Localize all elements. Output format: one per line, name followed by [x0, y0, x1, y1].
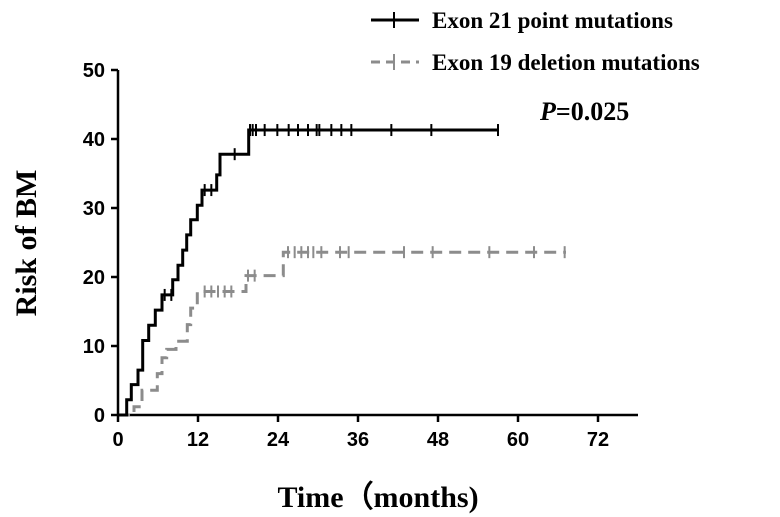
- p-value-annotation: P=0.025: [539, 97, 629, 126]
- x-tick-label: 0: [112, 429, 123, 451]
- x-tick-label: 36: [347, 429, 369, 451]
- km-step-line: [118, 128, 498, 417]
- km-step-line: [118, 250, 566, 417]
- series-1: [118, 246, 566, 417]
- series-0: [118, 124, 499, 417]
- y-tick-label: 10: [83, 336, 105, 358]
- x-tick-label: 60: [507, 429, 529, 451]
- x-tick-label: 48: [427, 429, 449, 451]
- y-tick-label: 0: [94, 405, 105, 427]
- y-tick-label: 30: [83, 198, 105, 220]
- series-layer: [118, 124, 566, 417]
- axes: [116, 70, 638, 417]
- y-tick-label: 20: [83, 267, 105, 289]
- legend: Exon 21 point mutations Exon 19 deletion…: [371, 8, 700, 75]
- tick-labels: 0 12 24 36 48 60 72 0 10 20 30 40 50: [83, 60, 609, 451]
- x-tick-label: 12: [187, 429, 209, 451]
- y-axis-title: Risk of BM: [10, 170, 43, 317]
- x-tick-label: 24: [267, 429, 290, 451]
- legend-label-exon21: Exon 21 point mutations: [432, 8, 673, 33]
- tick-marks: [111, 68, 600, 422]
- legend-label-exon19: Exon 19 deletion mutations: [432, 50, 700, 75]
- y-tick-label: 40: [83, 129, 105, 151]
- y-tick-label: 50: [83, 60, 105, 82]
- x-tick-label: 72: [587, 429, 609, 451]
- x-axis-title: Time（months): [277, 480, 478, 514]
